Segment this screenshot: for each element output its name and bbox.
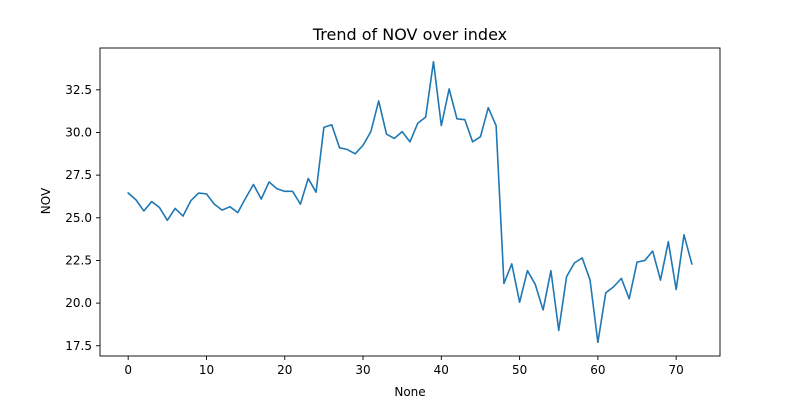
x-tick-label: 10	[199, 363, 214, 377]
y-tick-label: 27.5	[65, 168, 92, 182]
x-tick-label: 40	[434, 363, 449, 377]
y-tick-label: 25.0	[65, 211, 92, 225]
y-axis-label: NOV	[39, 187, 53, 214]
x-tick-label: 0	[124, 363, 132, 377]
y-tick-label: 30.0	[65, 125, 92, 139]
x-tick-label: 30	[355, 363, 370, 377]
y-tick-label: 17.5	[65, 339, 92, 353]
y-tick-label: 32.5	[65, 83, 92, 97]
x-tick-label: 60	[590, 363, 605, 377]
x-tick-label: 50	[512, 363, 527, 377]
x-axis-label: None	[394, 385, 425, 399]
chart-title: Trend of NOV over index	[312, 25, 507, 44]
y-tick-label: 20.0	[65, 296, 92, 310]
x-tick-label: 70	[669, 363, 684, 377]
x-tick-label: 20	[277, 363, 292, 377]
y-tick-label: 22.5	[65, 253, 92, 267]
